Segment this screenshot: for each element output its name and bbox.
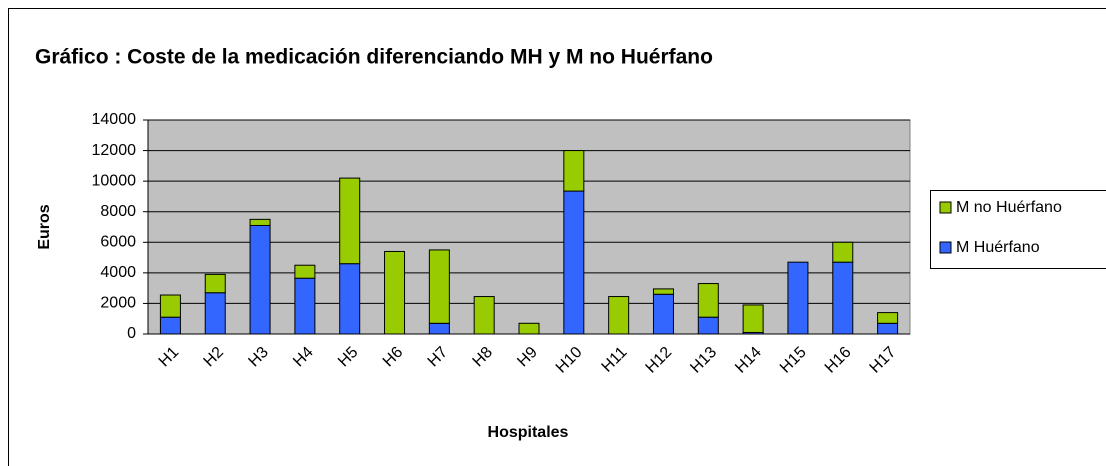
bar-segment bbox=[652, 288, 674, 295]
y-tick-label: 4000 bbox=[100, 264, 136, 281]
chart-title: Gráfico : Coste de la medicación diferen… bbox=[35, 46, 713, 69]
bar-segment bbox=[563, 190, 585, 335]
bar-segment bbox=[877, 322, 899, 335]
y-tick-label: 12000 bbox=[92, 142, 137, 159]
legend-swatch bbox=[939, 241, 952, 254]
y-axis-label: Euros bbox=[36, 204, 53, 249]
bar-segment bbox=[294, 264, 316, 279]
bar-segment bbox=[787, 261, 809, 335]
legend bbox=[930, 190, 1106, 269]
bar-segment bbox=[159, 294, 181, 318]
bar-segment bbox=[204, 292, 226, 335]
bar-segment bbox=[294, 277, 316, 335]
bar-segment bbox=[877, 312, 899, 324]
bar-segment bbox=[339, 177, 361, 265]
y-tick-label: 14000 bbox=[92, 111, 137, 128]
bar-segment bbox=[339, 263, 361, 335]
bar-segment bbox=[518, 322, 540, 335]
bar-segment bbox=[697, 316, 719, 335]
bar-segment bbox=[428, 249, 450, 324]
bar-segment bbox=[428, 322, 450, 335]
plot-area bbox=[147, 119, 911, 335]
y-tick-label: 10000 bbox=[92, 172, 137, 189]
y-tick-label: 2000 bbox=[100, 295, 136, 312]
bar-segment bbox=[832, 241, 854, 263]
bar-segment bbox=[249, 224, 271, 335]
bar-segment bbox=[473, 296, 495, 335]
bar-segment bbox=[159, 316, 181, 335]
y-tick-label: 6000 bbox=[100, 234, 136, 251]
legend-label: M no Huérfano bbox=[956, 199, 1062, 216]
bar-segment bbox=[384, 250, 406, 335]
bar-segment bbox=[697, 283, 719, 318]
bar-segment bbox=[563, 150, 585, 192]
bar-segment bbox=[832, 261, 854, 335]
bar-segment bbox=[249, 218, 271, 226]
legend-swatch bbox=[939, 201, 952, 214]
bar-segment bbox=[608, 296, 630, 335]
y-tick-label: 0 bbox=[127, 325, 136, 342]
bar-segment bbox=[742, 304, 764, 333]
y-tick-label: 8000 bbox=[100, 203, 136, 220]
legend-label: M Huérfano bbox=[956, 239, 1040, 256]
bar-segment bbox=[204, 273, 226, 294]
bar-segment bbox=[652, 293, 674, 335]
x-axis-label: Hospitales bbox=[488, 424, 569, 441]
